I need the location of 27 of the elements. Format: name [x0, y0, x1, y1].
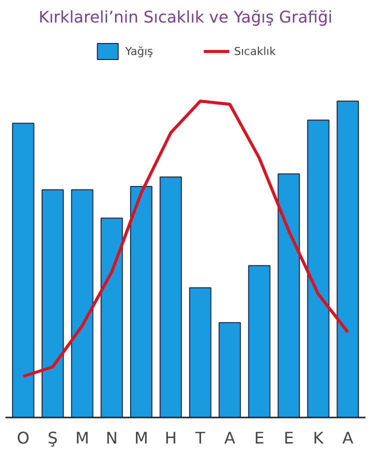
x-tick-label: A [342, 428, 354, 448]
bar [278, 173, 300, 418]
x-tick-label: E [254, 428, 264, 448]
x-tick-label: A [224, 428, 236, 448]
bar [248, 265, 270, 418]
bar [160, 176, 182, 418]
x-tick-label: M [134, 428, 148, 448]
bar [71, 189, 94, 418]
bar [307, 120, 330, 418]
bar [218, 322, 241, 418]
bar [189, 287, 212, 418]
bar [100, 218, 123, 418]
x-tick-label: E [284, 428, 294, 448]
x-tick-label: T [194, 428, 206, 448]
x-tick-label: K [313, 428, 324, 448]
x-tick-label: N [106, 428, 118, 448]
bar [130, 186, 152, 418]
x-tick-label: Ş [48, 428, 58, 448]
bar [336, 100, 359, 418]
x-tick-label: H [164, 428, 177, 448]
legend-label: Yağış [125, 44, 154, 58]
bar [12, 122, 34, 418]
x-tick-label: O [16, 428, 30, 448]
legend-label: Sıcaklık [234, 44, 276, 58]
chart-title: Kırklareli’nin Sıcaklık ve Yağış Grafiği [38, 8, 332, 26]
x-tick-label: M [75, 428, 90, 448]
bar [42, 189, 64, 418]
